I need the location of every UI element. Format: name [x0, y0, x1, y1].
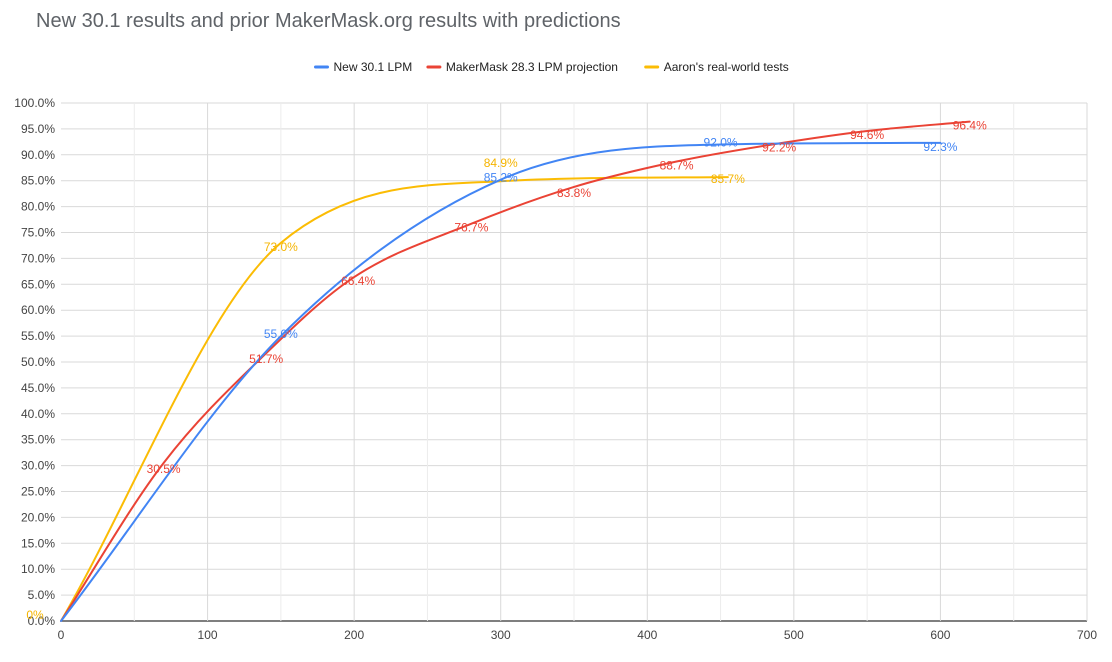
series-line — [60, 120, 971, 622]
data-label: 51.7% — [249, 352, 283, 366]
x-tick-label: 700 — [1077, 628, 1097, 642]
y-tick-label: 40.0% — [21, 407, 55, 421]
data-label: 85.7% — [711, 172, 745, 186]
y-tick-label: 50.0% — [21, 355, 55, 369]
data-label: 92.0% — [704, 135, 738, 149]
y-tick-label: 70.0% — [21, 251, 55, 265]
data-label: 0% — [26, 608, 44, 622]
y-tick-label: 65.0% — [21, 277, 55, 291]
data-label: 94.6% — [850, 128, 884, 142]
y-tick-label: 90.0% — [21, 148, 55, 162]
y-tick-label: 30.0% — [21, 459, 55, 473]
y-tick-label: 20.0% — [21, 510, 55, 524]
y-tick-label: 35.0% — [21, 433, 55, 447]
chart-title: New 30.1 results and prior MakerMask.org… — [36, 10, 621, 32]
legend-label: New 30.1 LPM — [334, 60, 413, 74]
x-tick-label: 200 — [344, 628, 364, 642]
data-label: 84.9% — [484, 156, 518, 170]
legend-label: Aaron's real-world tests — [664, 60, 789, 74]
data-label: 85.2% — [484, 171, 518, 185]
series-line — [60, 141, 942, 622]
x-tick-label: 600 — [930, 628, 950, 642]
y-tick-label: 15.0% — [21, 536, 55, 550]
series-line — [60, 176, 729, 622]
y-tick-label: 45.0% — [21, 381, 55, 395]
y-tick-label: 10.0% — [21, 562, 55, 576]
data-label: 76.7% — [454, 221, 488, 235]
y-tick-label: 85.0% — [21, 174, 55, 188]
x-tick-label: 300 — [491, 628, 511, 642]
y-tick-label: 5.0% — [28, 588, 56, 602]
y-tick-label: 80.0% — [21, 200, 55, 214]
x-tick-label: 400 — [637, 628, 657, 642]
data-label: 73.0% — [264, 240, 298, 254]
y-tick-label: 75.0% — [21, 226, 55, 240]
y-tick-label: 0.0% — [28, 614, 56, 628]
x-tick-label: 100 — [198, 628, 218, 642]
legend-label: MakerMask 28.3 LPM projection — [446, 60, 618, 74]
y-tick-label: 95.0% — [21, 122, 55, 136]
data-label: 66.4% — [341, 274, 375, 288]
data-label: 83.8% — [557, 186, 591, 200]
data-label: 88.7% — [660, 159, 694, 173]
x-tick-label: 500 — [784, 628, 804, 642]
y-tick-label: 60.0% — [21, 303, 55, 317]
data-label: 96.4% — [953, 119, 987, 133]
data-label: 92.2% — [762, 140, 796, 154]
data-label: 92.3% — [923, 140, 957, 154]
data-label: 55.0% — [264, 327, 298, 341]
y-tick-label: 100.0% — [14, 96, 55, 110]
y-tick-label: 55.0% — [21, 329, 55, 343]
x-tick-label: 0 — [58, 628, 65, 642]
y-tick-label: 25.0% — [21, 485, 55, 499]
data-label: 30.5% — [147, 462, 181, 476]
